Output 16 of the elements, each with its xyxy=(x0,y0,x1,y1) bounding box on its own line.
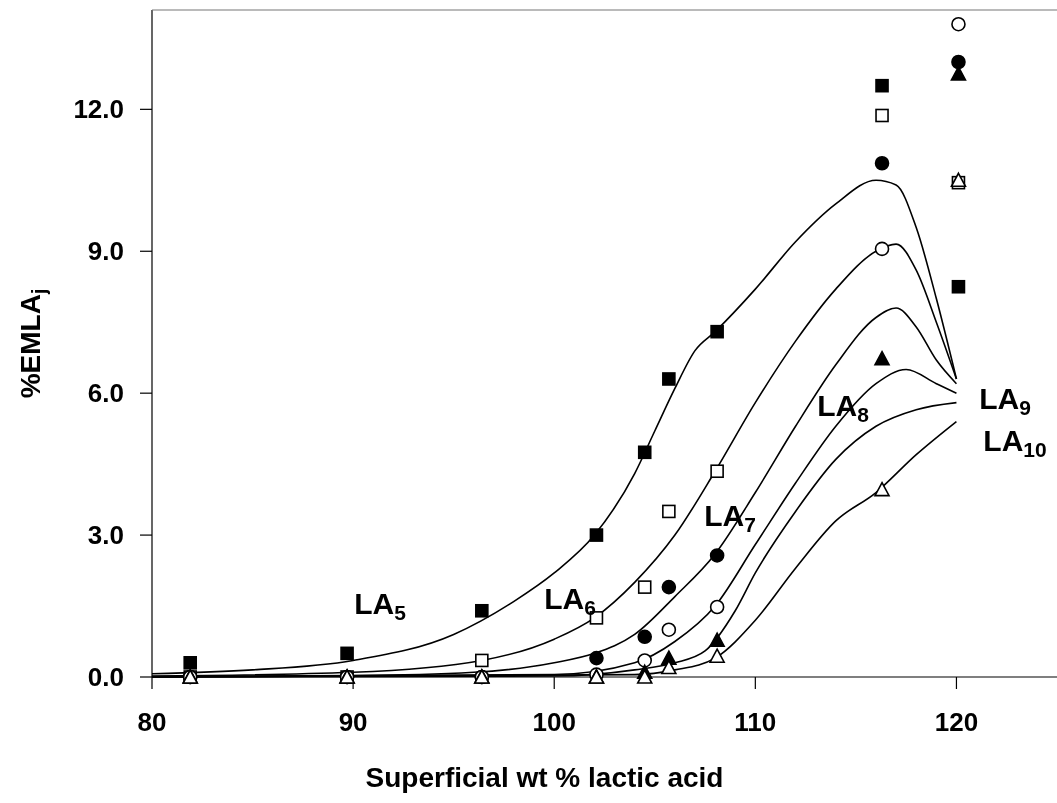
x-tick-label: 90 xyxy=(338,707,368,737)
annotation: LA$_{5}$ xyxy=(354,586,407,624)
y-tick-label: 6.0 xyxy=(87,378,124,409)
y-tick-label: 12.0 xyxy=(73,94,124,125)
x-tick-label: 110 xyxy=(734,707,777,737)
x-tick-label: 120 xyxy=(934,707,979,737)
annotation: LA$_{8}$ xyxy=(817,388,870,426)
y-tick-label: 9.0 xyxy=(87,236,124,267)
annotation: LA$_{6}$ xyxy=(544,581,596,619)
y-tick-label: 0.0 xyxy=(87,662,124,693)
x-tick-label: 100 xyxy=(532,707,576,737)
annotation: LA$_{9}$ xyxy=(979,381,1031,419)
annotation: LA$_{10}$ xyxy=(983,423,1047,461)
x-axis-title: Superficial wt % lactic acid xyxy=(365,762,724,793)
y-tick-label: 3.0 xyxy=(87,520,124,551)
x-tick-label: 80 xyxy=(137,707,167,737)
